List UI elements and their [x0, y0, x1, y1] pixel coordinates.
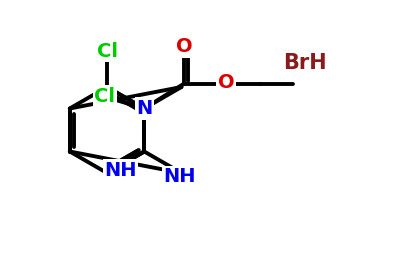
Text: O: O — [176, 37, 192, 56]
Text: BrH: BrH — [283, 53, 327, 73]
Text: Cl: Cl — [94, 87, 115, 106]
Text: NH: NH — [163, 168, 196, 187]
Text: N: N — [136, 99, 152, 118]
Text: Cl: Cl — [97, 41, 118, 61]
Text: O: O — [218, 73, 234, 92]
Text: NH: NH — [104, 161, 137, 180]
